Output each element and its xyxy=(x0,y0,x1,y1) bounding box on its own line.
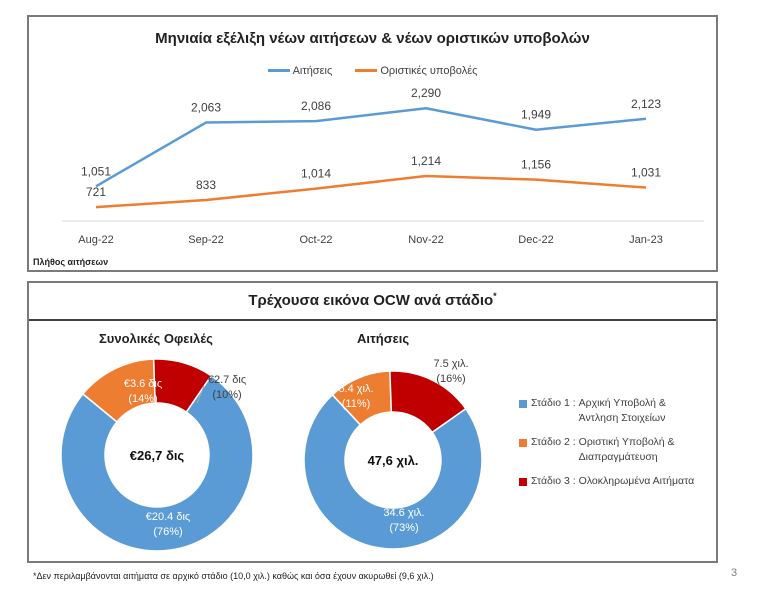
legend-label-final-submissions: Οριστικές υποβολές xyxy=(380,64,478,77)
line-chart-panel: Μηνιαία εξέλιξη νέων αιτήσεων & νέων ορι… xyxy=(27,15,718,272)
legend-label-applications: Αιτήσεις xyxy=(292,64,333,77)
data-label: 1,014 xyxy=(301,167,331,181)
donut-percent-label: (14%) xyxy=(128,393,157,405)
data-label: 721 xyxy=(86,185,106,199)
stage-3-desc: Ολοκληρωμένα Αιτήματα xyxy=(578,475,695,487)
x-tick-label: Sep-22 xyxy=(188,234,223,246)
stage-1-swatch xyxy=(519,400,527,408)
data-label: 1,156 xyxy=(521,158,551,172)
x-tick-label: Aug-22 xyxy=(78,234,113,246)
data-label: 833 xyxy=(196,178,216,192)
donut-percent-label: (10%) xyxy=(212,389,241,401)
donut-percent-label: (11%) xyxy=(342,398,371,410)
legend-item-final-submissions: Οριστικές υποβολές xyxy=(355,65,477,77)
footnote: *Δεν περιλαμβάνονται αιτήματα σε αρχικό … xyxy=(33,571,434,581)
stage-legend-item-2: Στάδιο 2 : Οριστική Υποβολή & Διαπραγμάτ… xyxy=(519,435,699,465)
donut-percent-label: (73%) xyxy=(389,522,418,534)
stage-legend-item-3: Στάδιο 3 : Ολοκληρωμένα Αιτήματα xyxy=(519,474,699,489)
stage-3-swatch xyxy=(519,478,527,486)
data-label: 2,123 xyxy=(631,97,661,111)
stage-1-desc: Αρχική Υποβολή & Άντληση Στοιχείων xyxy=(578,397,666,424)
series-line-applications xyxy=(95,106,647,188)
donut-value-label: 5.4 χιλ. xyxy=(338,383,373,395)
stage-legend: Στάδιο 1 : Αρχική Υποβολή & Άντληση Στοι… xyxy=(519,396,699,498)
donut-value-label: 7.5 χιλ. xyxy=(433,358,468,370)
donut-slice-stage-1 xyxy=(60,374,254,552)
stage-legend-item-1: Στάδιο 1 : Αρχική Υποβολή & Άντληση Στοι… xyxy=(519,396,699,426)
series-line-final-submissions xyxy=(95,174,647,209)
legend-swatch-applications xyxy=(267,69,290,72)
data-label: 2,290 xyxy=(411,86,441,100)
line-chart-title: Μηνιαία εξέλιξη νέων αιτήσεων & νέων ορι… xyxy=(155,30,590,47)
ocw-title-divider xyxy=(29,319,716,321)
donut-value-label: €20.4 δις xyxy=(146,511,190,523)
data-label: 1,031 xyxy=(631,166,661,180)
donut-applications-title: Αιτήσεις xyxy=(357,331,410,346)
stage-1-label: Στάδιο 1 : xyxy=(531,397,576,409)
stage-2-label: Στάδιο 2 : xyxy=(531,436,576,448)
ocw-title: Τρέχουσα εικόνα OCW ανά στάδιο* xyxy=(29,291,716,309)
donut-percent-label: (76%) xyxy=(153,526,182,538)
x-tick-label: Dec-22 xyxy=(518,234,553,246)
donut-value-label: €3.6 δις xyxy=(124,378,162,390)
x-tick-label: Nov-22 xyxy=(408,234,443,246)
y-axis-label: Πλήθος αιτήσεων xyxy=(33,257,109,267)
donut-debts-title: Συνολικές Οφειλές xyxy=(99,331,213,346)
line-chart-legend: Αιτήσεις Οριστικές υποβολές xyxy=(29,63,716,77)
x-tick-label: Jan-23 xyxy=(629,234,663,246)
legend-swatch-final-submissions xyxy=(355,69,378,72)
donut-value-label: €2.7 δις xyxy=(208,374,246,386)
ocw-title-marker: * xyxy=(493,291,497,301)
donut-percent-label: (16%) xyxy=(436,373,465,385)
data-label: 2,086 xyxy=(301,99,331,113)
donut-slice-stage-1 xyxy=(303,393,483,550)
x-tick-label: Oct-22 xyxy=(299,234,332,246)
leader-line xyxy=(196,385,205,404)
donut-center-label: 47,6 χιλ. xyxy=(368,453,419,468)
donut-center-label: €26,7 δις xyxy=(130,448,185,463)
stage-2-swatch xyxy=(519,439,527,447)
data-label: 2,063 xyxy=(191,101,221,115)
stage-2-desc: Οριστική Υποβολή & Διαπραγμάτευση xyxy=(578,436,675,463)
stage-3-label: Στάδιο 3 : xyxy=(531,475,576,487)
ocw-title-text: Τρέχουσα εικόνα OCW ανά στάδιο xyxy=(248,292,494,309)
legend-item-applications: Αιτήσεις xyxy=(267,64,333,77)
data-label: 1,214 xyxy=(411,154,441,168)
donut-value-label: 34.6 χιλ. xyxy=(383,507,424,519)
data-label: 1,949 xyxy=(521,108,551,122)
data-label: 1,051 xyxy=(81,164,111,178)
page-number: 3 xyxy=(731,567,738,579)
